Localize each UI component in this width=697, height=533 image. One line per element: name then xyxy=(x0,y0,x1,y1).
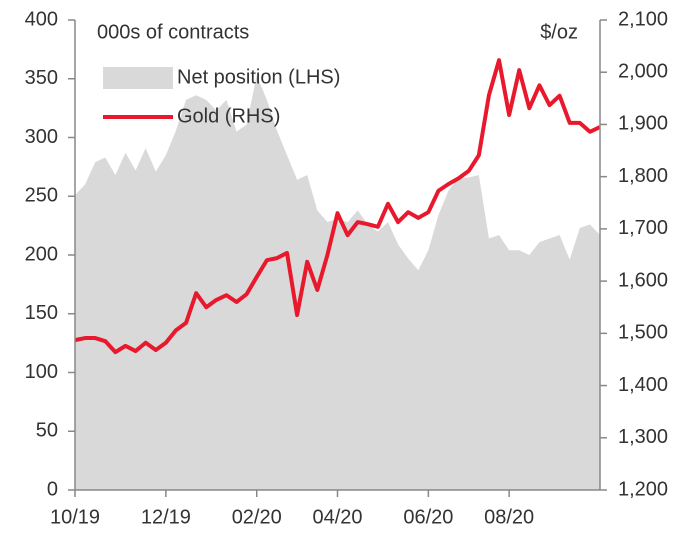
y-tick-label: 300 xyxy=(25,126,58,148)
y-tick-label: 50 xyxy=(36,420,58,442)
y2-tick-label: 1,300 xyxy=(618,426,668,448)
y-tick-label: 350 xyxy=(25,67,58,89)
area xyxy=(75,75,600,490)
legend-swatch xyxy=(103,67,173,89)
y2-tick-label: 1,500 xyxy=(618,322,668,344)
y-axis-label: 000s of contracts xyxy=(97,21,249,43)
legend-label: Net position (LHS) xyxy=(177,66,340,88)
y-tick-label: 100 xyxy=(25,361,58,383)
y2-tick-label: 1,200 xyxy=(618,478,668,500)
y-tick-label: 200 xyxy=(25,243,58,265)
y-tick-label: 0 xyxy=(47,478,58,500)
x-tick-label: 04/20 xyxy=(312,506,362,528)
x-tick-label: 12/19 xyxy=(141,506,191,528)
y2-tick-label: 1,600 xyxy=(618,269,668,291)
y-tick-label: 250 xyxy=(25,185,58,207)
x-tick-label: 08/20 xyxy=(484,506,534,528)
y2-tick-label: 1,900 xyxy=(618,113,668,135)
line xyxy=(74,58,601,355)
y2-tick-label: 2,000 xyxy=(618,61,668,83)
y-tick-label: 400 xyxy=(25,8,58,30)
plot-area xyxy=(74,58,601,490)
legend-label: Gold (RHS) xyxy=(177,105,280,127)
y2-tick-label: 1,800 xyxy=(618,165,668,187)
x-tick-label: 06/20 xyxy=(403,506,453,528)
y2-axis-label: $/oz xyxy=(540,21,578,43)
y2-tick-label: 1,700 xyxy=(618,217,668,239)
y-tick-label: 150 xyxy=(25,302,58,324)
x-tick-label: 10/19 xyxy=(50,506,100,528)
y2-tick-label: 2,100 xyxy=(618,8,668,30)
x-tick-label: 02/20 xyxy=(232,506,282,528)
y2-tick-label: 1,400 xyxy=(618,374,668,396)
